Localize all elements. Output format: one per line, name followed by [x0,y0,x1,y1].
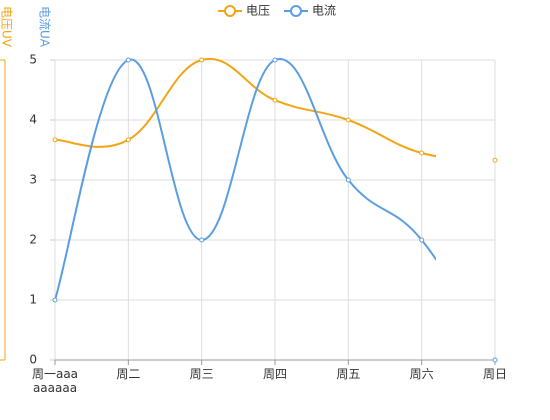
data-point [345,177,351,183]
data-point [125,137,131,143]
legend-icon[interactable] [290,5,302,17]
y-tick-label: 4 [29,113,37,127]
data-point [199,57,205,63]
x-tick-label: 周五 [336,367,361,381]
legend-icon[interactable] [224,5,236,17]
legend-label[interactable]: 电压 [246,4,270,18]
data-point [52,297,58,303]
y-axis-name: 电流UA [38,6,52,48]
x-tick-label: 周六 [409,367,434,381]
y-tick-label: 1 [29,293,37,307]
y-tick-label: 0 [29,353,37,367]
legend-label[interactable]: 电流 [312,4,336,18]
data-point [52,137,58,143]
y2-axis-name: 电压UV [0,6,14,48]
data-point [125,57,131,63]
x-tick-label: 周三 [189,367,214,381]
series-line [54,58,436,301]
y-tick-label: 5 [29,53,37,67]
data-point [345,117,351,123]
y-tick-label: 3 [29,173,37,187]
x-tick-label: 周一aaa aaaaaa [31,367,79,395]
data-point [199,237,205,243]
x-tick-label: 周二 [116,367,141,381]
data-point [272,97,278,103]
data-point [419,150,425,156]
data-point [492,157,498,163]
x-tick-label: 周日 [482,367,507,381]
x-tick-label: 周四 [262,367,287,381]
data-point [272,57,278,63]
y-tick-label: 2 [29,233,37,247]
data-point [492,357,498,363]
data-point [419,237,425,243]
